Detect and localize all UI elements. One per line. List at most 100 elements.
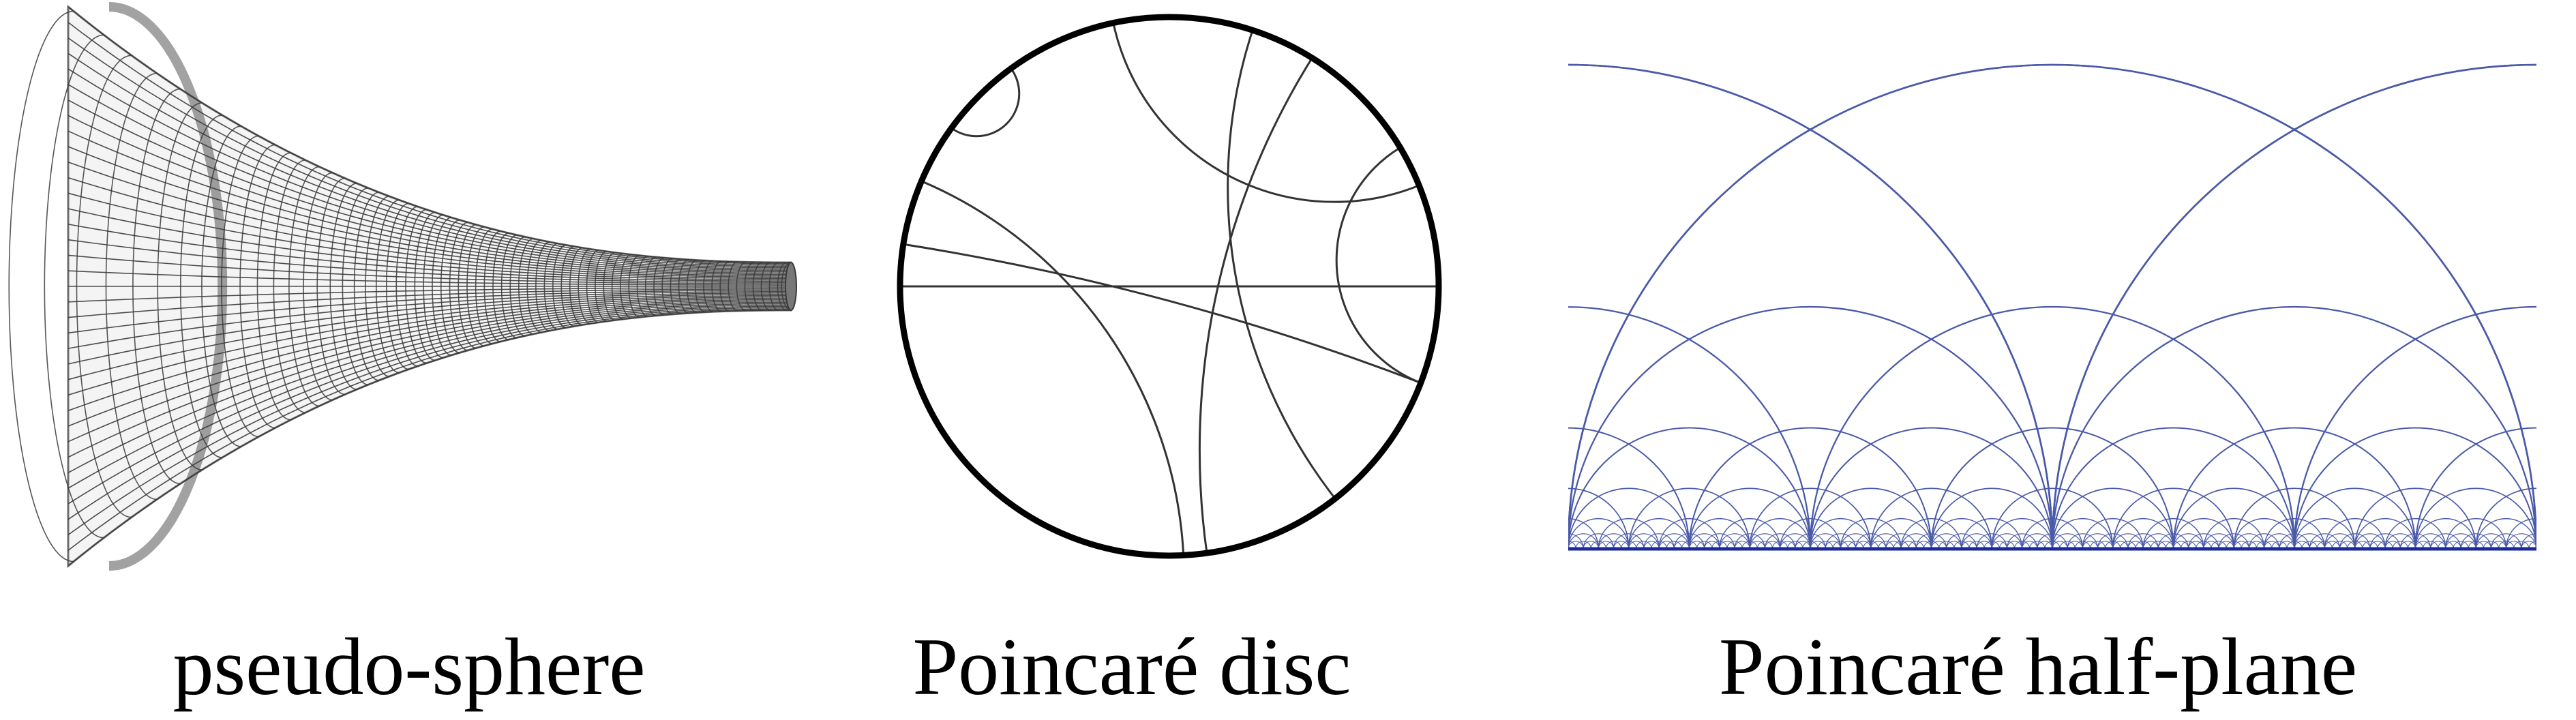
half-plane-geodesic [1568, 533, 1584, 550]
half-plane-geodesic [1863, 541, 1879, 550]
half-plane-geodesic [1546, 541, 1561, 549]
half-plane-geodesic [2172, 533, 2204, 550]
half-plane-geodesic [1930, 427, 2174, 550]
half-plane-geodesic [2498, 541, 2515, 550]
half-plane-geodesic [2528, 541, 2536, 550]
pseudo-sphere-meridian [68, 295, 791, 396]
pseudo-sphere-parallel [728, 261, 738, 312]
pseudo-sphere-parallel [744, 261, 755, 312]
half-plane-geodesic [2460, 533, 2491, 550]
half-plane-geodesic [2089, 541, 2106, 550]
pseudo-sphere-parallel [768, 262, 779, 311]
half-plane-geodesic [1636, 541, 1652, 550]
pseudo-sphere-parallel [620, 254, 632, 319]
half-plane-geodesic [2423, 541, 2439, 550]
half-plane-geodesic [2475, 541, 2491, 550]
half-plane-geodesic [2362, 541, 2378, 550]
pseudo-sphere-parallel [543, 243, 558, 330]
half-plane-geodesic [1688, 533, 1720, 550]
half-plane-geodesic [1983, 541, 2000, 550]
half-plane-geodesic [2415, 541, 2431, 550]
half-plane-geodesic [2392, 541, 2408, 550]
half-plane-geodesic [1688, 427, 1932, 550]
half-plane-geodesic [2445, 533, 2476, 550]
half-plane-geodesic [1734, 533, 1765, 550]
half-plane-geodesic [2181, 541, 2197, 550]
half-plane-geodesic [2438, 541, 2454, 550]
half-plane-geodesic [2468, 541, 2484, 550]
disc-geodesic [1335, 127, 1438, 393]
half-plane-geodesic [2082, 533, 2114, 550]
disc-geodesic [1107, 18, 1438, 203]
half-plane-geodesic [2112, 533, 2144, 550]
half-plane-geodesic [2029, 541, 2046, 550]
half-plane-geodesic [1870, 518, 1932, 550]
half-plane-geodesic [2233, 533, 2265, 550]
pseudo-sphere-parallel [777, 262, 788, 311]
poincare-half-plane-illustration [1546, 63, 2576, 551]
half-plane-geodesic [2218, 533, 2249, 550]
pseudo-sphere-parallel [458, 224, 477, 349]
half-plane-geodesic [1628, 533, 1660, 550]
poincare-disc-caption: Poincaré disc [912, 621, 1351, 712]
half-plane-geodesic [1870, 487, 1993, 550]
half-plane-geodesic [2233, 518, 2295, 550]
half-plane-geodesic [2354, 541, 2371, 550]
half-plane-geodesic [1847, 541, 1864, 550]
half-plane-geodesic [2536, 488, 2576, 549]
half-plane-geodesic [2052, 533, 2083, 550]
half-plane-geodesic [2059, 541, 2076, 550]
half-plane-geodesic [1885, 541, 1902, 550]
half-plane-geodesic [1734, 541, 1750, 550]
half-plane-geodesic [2309, 541, 2325, 550]
half-plane-geodesic [1893, 541, 1909, 550]
half-plane-geodesic [2233, 541, 2249, 550]
half-plane-geodesic [2112, 487, 2235, 550]
half-plane-geodesic [1613, 541, 1630, 550]
pseudo-sphere-meridian [68, 115, 791, 273]
half-plane-geodesic [2475, 487, 2536, 550]
half-plane-geodesic [1885, 533, 1917, 550]
pseudo-sphere-parallel [157, 102, 203, 470]
pseudo-sphere-parallel [670, 258, 681, 314]
half-plane-geodesic [1628, 518, 1690, 550]
pseudo-sphere-parallel [386, 202, 409, 370]
half-plane-geodesic [1991, 518, 2053, 550]
pseudo-sphere-parallel [661, 258, 673, 315]
half-plane-geodesic [2294, 427, 2536, 550]
half-plane-geodesic [2051, 305, 2536, 550]
pseudo-sphere-parallel [509, 236, 526, 337]
half-plane-geodesic [1900, 518, 1962, 550]
half-plane-geodesic [1946, 541, 1962, 550]
pseudo-sphere-meridian [68, 177, 791, 278]
pseudo-sphere-parallel [569, 247, 583, 326]
half-plane-geodesic [1568, 541, 1576, 550]
half-plane-geodesic [1817, 541, 1833, 550]
pseudo-sphere-parallel [239, 144, 275, 429]
half-plane-geodesic [2294, 487, 2416, 550]
pseudo-sphere-parallel [535, 241, 550, 331]
pseudo-sphere-meridian [68, 304, 792, 505]
half-plane-geodesic [1961, 541, 1977, 550]
pseudo-sphere-parallel [686, 259, 698, 314]
pseudo-sphere-meridian [68, 305, 791, 520]
half-plane-geodesic [1810, 487, 1932, 550]
half-plane-geodesic [2127, 541, 2144, 550]
half-plane-geodesic [2172, 427, 2416, 550]
half-plane-geodesic [1749, 533, 1781, 550]
half-plane-geodesic [2097, 541, 2114, 550]
half-plane-geodesic [1658, 541, 1675, 550]
pseudo-sphere-parallel [578, 248, 591, 325]
half-plane-geodesic [2354, 533, 2386, 550]
half-plane-geodesic [2294, 541, 2310, 550]
half-plane-geodesic [2536, 519, 2576, 549]
half-plane-geodesic [1923, 541, 1940, 550]
half-plane-geodesic [1930, 518, 1992, 550]
half-plane-geodesic [2384, 541, 2401, 550]
half-plane-geodesic [2354, 487, 2477, 550]
half-plane-geodesic [2369, 533, 2401, 550]
half-plane-geodesic [1568, 545, 1569, 549]
half-plane-geodesic [1855, 541, 1872, 550]
half-plane-geodesic [2294, 518, 2356, 550]
disc-geodesic [933, 50, 1021, 138]
